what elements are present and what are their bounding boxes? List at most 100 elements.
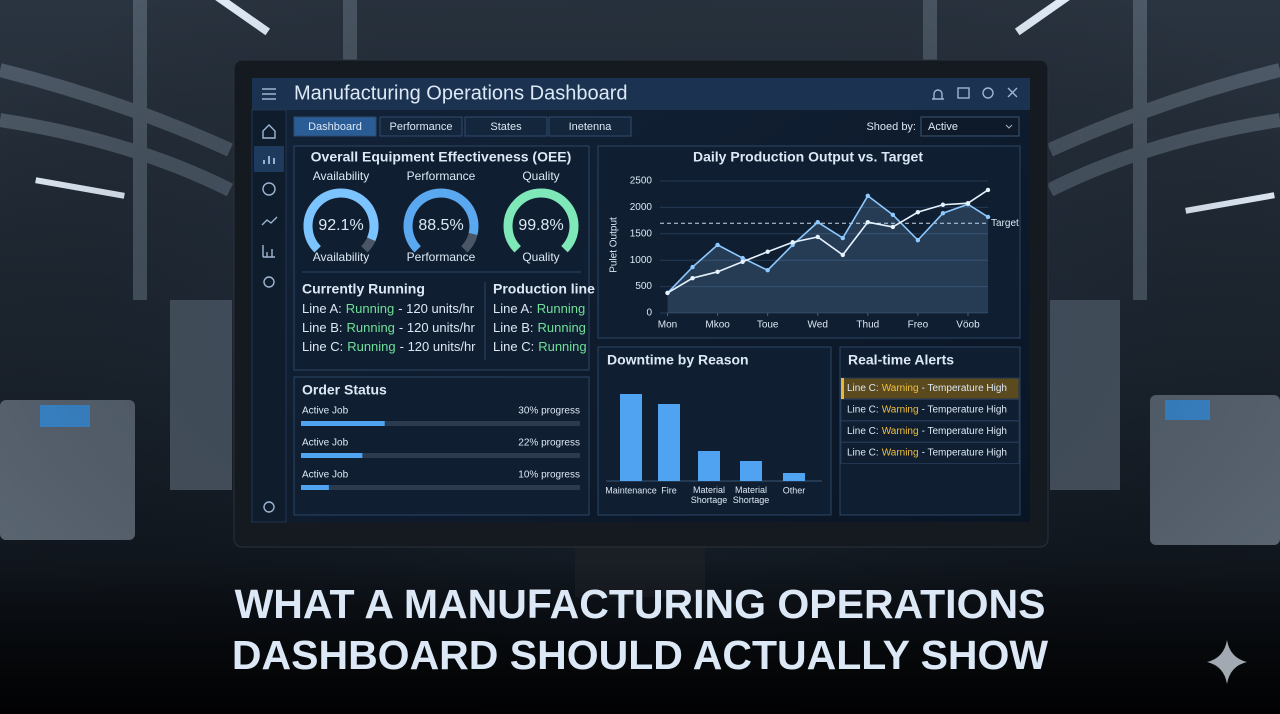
y-tick-label: 1000 — [630, 255, 653, 266]
running-row: Line C: Running - 120 units/hr — [302, 339, 476, 354]
tab[interactable] — [379, 116, 463, 137]
job-name: Active Job — [302, 406, 349, 417]
category-label: Maintenance — [605, 485, 657, 495]
alerts-title: Real-time Alerts — [848, 352, 954, 368]
report-icon[interactable] — [262, 245, 275, 258]
config-icon[interactable] — [263, 501, 275, 513]
bar — [783, 473, 805, 481]
filter-value[interactable]: Active — [928, 121, 958, 133]
x-tick-label: Thud — [856, 320, 879, 331]
point — [940, 211, 946, 216]
row-part: Running — [537, 301, 585, 316]
menu-icon[interactable] — [262, 88, 276, 100]
close-icon[interactable] — [1007, 87, 1018, 98]
alert-marker — [841, 378, 844, 399]
tab[interactable] — [548, 116, 632, 137]
progress-bar — [301, 421, 385, 426]
progress-track — [301, 453, 580, 458]
sidebar — [251, 109, 287, 523]
sidebar-icons[interactable] — [254, 87, 1018, 513]
gear-icon[interactable] — [982, 87, 994, 99]
window-icon[interactable] — [957, 87, 970, 99]
row-part: Line A: — [493, 301, 533, 316]
y-tick-label: 2000 — [630, 202, 653, 213]
production-title: Production line — [493, 281, 595, 297]
job-progress-label: 22% progress — [518, 438, 580, 449]
category-label-text: Shortage — [733, 495, 770, 505]
tab[interactable] — [293, 116, 377, 137]
point — [665, 290, 670, 296]
category-label: Fire — [661, 485, 677, 495]
point — [840, 252, 845, 258]
production-row: Line B: Running — [493, 320, 586, 335]
gauge-value: 88.5% — [418, 217, 463, 234]
point — [940, 202, 946, 207]
production-row: Line C: Running — [493, 339, 587, 354]
row-part: Running — [537, 320, 585, 335]
progress-track — [301, 421, 580, 426]
production-row: Line A: Running — [493, 301, 585, 316]
alert-row[interactable] — [840, 442, 1020, 464]
point — [715, 269, 720, 275]
chart-icon[interactable] — [263, 156, 275, 164]
y-tick-label: 0 — [646, 308, 652, 319]
settings-icon[interactable] — [263, 276, 275, 288]
gauge-arc — [503, 188, 579, 253]
alert-part: Warning — [882, 404, 919, 415]
alert-part: Line C: — [847, 383, 879, 394]
row-part: Line B: — [493, 320, 533, 335]
oee-title: Overall Equipment Effectiveness (OEE) — [311, 149, 572, 165]
gauge-bottom-label: Availability — [313, 250, 369, 264]
alert-part: Line C: — [847, 426, 879, 437]
category-label: Material Shortage — [691, 485, 728, 505]
point — [890, 224, 896, 230]
gauge-icon[interactable] — [262, 182, 276, 196]
running-row: Line A: Running - 120 units/hr — [302, 301, 475, 316]
alert-part: - Temperature High — [922, 447, 1007, 458]
point — [740, 255, 745, 261]
bar — [658, 404, 680, 481]
dropdown-caret — [1005, 124, 1013, 129]
alert-text: Line C: Warning - Temperature High — [847, 383, 1007, 394]
point — [765, 249, 770, 254]
title-bar — [252, 78, 1030, 110]
alert-part: Line C: — [847, 404, 879, 415]
caption-line: DASHBOARD SHOULD ACTUALLY SHOW — [232, 632, 1049, 678]
category-label-text: Material — [735, 485, 767, 495]
order-panel — [293, 376, 590, 516]
tab-label[interactable]: Dashboard — [308, 121, 362, 133]
tab[interactable] — [464, 116, 548, 137]
x-tick-label: Toue — [757, 320, 779, 331]
bar — [698, 451, 720, 481]
alert-part: Warning — [882, 383, 919, 394]
gauge-bottom-label: Performance — [407, 250, 476, 264]
home-icon[interactable] — [262, 124, 276, 139]
alert-part: Line C: — [847, 447, 879, 458]
tab-label[interactable]: States — [490, 121, 522, 133]
category-label: Material Shortage — [733, 485, 770, 505]
tab-label[interactable]: Inetenna — [569, 121, 613, 133]
point — [840, 235, 845, 241]
progress-track — [301, 485, 580, 490]
x-tick-label: Wed — [808, 320, 828, 331]
bell-icon[interactable] — [932, 89, 944, 100]
point — [690, 264, 695, 270]
point — [890, 212, 896, 217]
alert-part: - Temperature High — [922, 383, 1007, 394]
filter-dropdown[interactable] — [920, 116, 1020, 137]
y-tick-label: 500 — [635, 281, 652, 292]
x-tick-label: Mon — [658, 320, 677, 331]
point — [965, 200, 971, 206]
running-title: Currently Running — [302, 281, 425, 297]
category-label: Other — [783, 485, 806, 495]
point — [765, 268, 770, 273]
target-label: Target — [991, 218, 1019, 229]
trend-icon[interactable] — [261, 216, 278, 226]
progress-bar — [301, 453, 363, 458]
alert-part: - Temperature High — [922, 426, 1007, 437]
category-label-text: Shortage — [691, 495, 728, 505]
bar — [620, 394, 642, 481]
caption-line: WHAT A MANUFACTURING OPERATIONS — [235, 581, 1046, 627]
tab-label[interactable]: Performance — [390, 121, 453, 133]
dynamic-content: Dashboard Performance States Inetenna Availa… — [293, 116, 1020, 505]
